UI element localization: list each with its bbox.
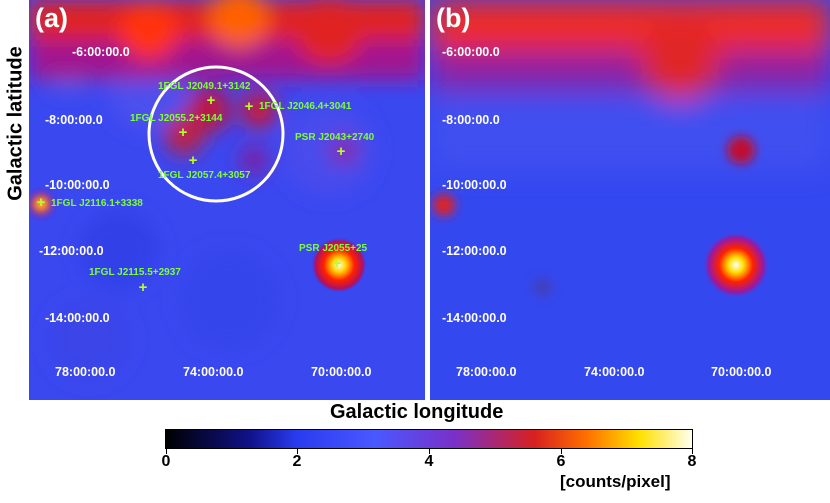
source-label: PSR J2043+2740 — [295, 132, 375, 143]
lat-tick: -6:00:00.0 — [72, 45, 130, 59]
lat-tick: -12:00:00.0 — [442, 244, 507, 258]
colorbar-tick-mark — [166, 449, 167, 454]
source-label: 1FGL J2049.1+3142 — [158, 81, 251, 92]
source-label: 1FGL J2057.4+3057 — [158, 170, 251, 181]
lon-tick: 78:00:00.0 — [456, 365, 517, 379]
lon-tick: 78:00:00.0 — [55, 365, 116, 379]
x-axis-label: Galactic longitude — [330, 401, 504, 423]
y-axis-label: Galactic latitude — [4, 46, 27, 201]
source-marker: + — [332, 255, 342, 272]
lat-tick: -14:00:00.0 — [45, 311, 110, 325]
source-marker: + — [138, 279, 148, 296]
colorbar-tick-label: 0 — [161, 453, 171, 470]
colorbar-tick-label: 2 — [292, 453, 302, 470]
lon-tick: 74:00:00.0 — [183, 365, 244, 379]
colorbar-tick-label: 6 — [556, 453, 566, 470]
panel-a-image — [29, 0, 425, 400]
colorbar-tick-label: 4 — [424, 453, 434, 470]
source-label: PSR J2055+25 — [299, 243, 368, 254]
lat-tick: -8:00:00.0 — [442, 113, 500, 127]
colorbar-tick-label: 8 — [687, 453, 697, 470]
source-marker: + — [206, 92, 216, 109]
lon-tick: 70:00:00.0 — [711, 365, 772, 379]
lat-tick: -14:00:00.0 — [442, 311, 507, 325]
lon-tick: 70:00:00.0 — [311, 365, 372, 379]
source-label: 1FGL J2115.5+2937 — [89, 267, 181, 278]
lat-tick: -8:00:00.0 — [45, 113, 103, 127]
lon-tick: 74:00:00.0 — [584, 365, 645, 379]
panel-b-map: (b) -6:00:00.0 -8:00:00.0 -10:00:00.0 -1… — [430, 0, 830, 400]
source-label: 1FGL J2116.1+3338 — [51, 198, 143, 209]
lat-tick: -6:00:00.0 — [442, 45, 500, 59]
source-marker: + — [336, 143, 346, 160]
colorbar-tick-mark — [561, 449, 562, 454]
source-marker: + — [188, 152, 198, 169]
panel-b-image — [430, 0, 830, 400]
colorbar — [165, 429, 693, 449]
source-label: 1FGL J2046.4+3041 — [259, 101, 352, 112]
panel-b-label: (b) — [436, 3, 471, 33]
panel-a-map: (a) -6:00:00.0 -8:00:00.0 -10:00:00.0 -1… — [29, 0, 425, 400]
panel-a-label: (a) — [35, 3, 68, 33]
source-marker: + — [244, 98, 254, 115]
colorbar-unit: [counts/pixel] — [560, 472, 671, 491]
source-marker: + — [36, 194, 46, 211]
lat-tick: -10:00:00.0 — [45, 178, 110, 192]
lat-tick: -12:00:00.0 — [39, 244, 104, 258]
source-marker: + — [178, 124, 188, 141]
colorbar-tick-mark — [297, 449, 298, 454]
source-label: 1FGL J2055.2+3144 — [130, 113, 223, 124]
colorbar-tick-mark — [429, 449, 430, 454]
lat-tick: -10:00:00.0 — [442, 178, 507, 192]
colorbar-tick-mark — [692, 449, 693, 454]
roi-circle — [147, 65, 285, 203]
